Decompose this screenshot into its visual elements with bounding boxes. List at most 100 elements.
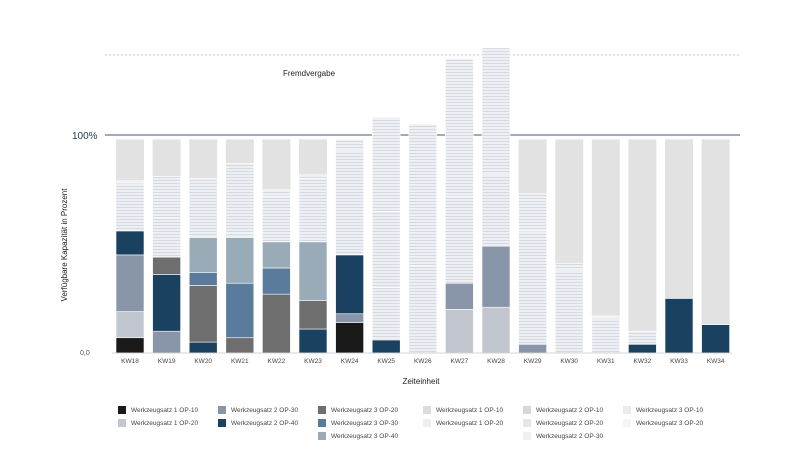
- x-tick-kw24: KW24: [341, 358, 359, 365]
- bar-segment-kw19-s8: [152, 217, 181, 258]
- x-tick-kw32: KW32: [634, 358, 652, 365]
- x-tick-kw23: KW23: [304, 358, 322, 365]
- legend-swatch: [318, 406, 326, 414]
- legend-swatch: [523, 419, 531, 427]
- bar-segment-kw27-s1: [445, 309, 474, 354]
- bar-segment-kw21-s7: [225, 232, 255, 238]
- x-tick-kw21: KW21: [231, 358, 249, 365]
- bar-segment-kw19-s4: [152, 256, 181, 275]
- bar-segment-kw20-s3: [188, 341, 218, 354]
- bar-segment-kw32-s8: [628, 330, 657, 345]
- legend-item: Werkzeugsatz 2 OP-30: [218, 406, 298, 414]
- legend-label: Werkzeugsatz 1 OP-20: [131, 419, 199, 427]
- bar-segment-kw18-s8: [115, 182, 145, 232]
- legend-item: Werkzeugsatz 2 OP-10: [523, 406, 603, 414]
- x-tick-kw27: KW27: [451, 358, 469, 365]
- bar-segment-kw24-s3: [335, 254, 364, 315]
- legend-label: Werkzeugsatz 2 OP-30: [536, 432, 604, 440]
- bar-fremdvergabe-kw28: [481, 47, 511, 175]
- legend-label: Werkzeugsatz 1 OP-10: [131, 406, 199, 414]
- legend: Werkzeugsatz 1 OP-10 Werkzeugsatz 1 OP-20…: [118, 406, 758, 446]
- bar-segment-kw22-s5: [262, 267, 291, 295]
- bar-segment-kw27-s8: [445, 195, 474, 284]
- bar-segment-kw25-s7: [371, 287, 401, 341]
- bar-segment-kw24-s0: [335, 322, 364, 354]
- legend-label: Werkzeugsatz 2 OP-10: [536, 406, 604, 414]
- bar-segment-kw24-s8: [335, 149, 364, 256]
- bar-fremdvergabe-kw30: [554, 263, 584, 271]
- legend-item: Werkzeugsatz 1 OP-10: [423, 406, 503, 414]
- bar-segment-kw27-s2: [445, 282, 474, 310]
- x-tick-labels: KW18 KW19 KW20 KW21 KW22 KW23 KW24 KW25 KW26 KW27…: [121, 358, 725, 365]
- legend-swatch: [423, 406, 431, 414]
- bar-segment-kw20-s5: [188, 272, 218, 286]
- bar-segment-kw31-s8: [591, 317, 621, 354]
- y-axis-title: Verfügbare Kapazität in Prozent: [60, 188, 69, 302]
- legend-item: Werkzeugsatz 3 OP-20: [623, 419, 703, 427]
- legend-label: Werkzeugsatz 3 OP-40: [331, 432, 399, 440]
- legend-swatch: [318, 432, 326, 440]
- bar-segment-kw23-s6: [298, 241, 328, 301]
- x-tick-kw31: KW31: [597, 358, 615, 365]
- bar-segment-kw18-s3: [115, 230, 145, 256]
- bar-fremdvergabe-kw25: [371, 117, 401, 212]
- legend-swatch: [318, 419, 326, 427]
- legend-label: Werkzeugsatz 1 OP-20: [436, 419, 504, 427]
- legend-swatch: [423, 419, 431, 427]
- bar-segment-kw28-s8: [481, 173, 511, 247]
- legend-swatch: [118, 406, 126, 414]
- fremdvergabe-annotation: Fremdvergabe: [283, 69, 336, 78]
- bar-segment-kw24-s2: [335, 313, 364, 323]
- legend-item: Werkzeugsatz 3 OP-40: [318, 432, 398, 440]
- legend-item: Werkzeugsatz 1 OP-20: [423, 419, 503, 427]
- legend-item: Werkzeugsatz 1 OP-10: [118, 406, 198, 414]
- legend-swatch: [623, 419, 631, 427]
- x-tick-kw34: KW34: [707, 358, 725, 365]
- bar-segment-kw32-s3: [628, 343, 657, 354]
- legend-item: Werkzeugsatz 3 OP-20: [318, 406, 398, 414]
- bar-segment-kw18-s0: [115, 337, 145, 354]
- bar-segment-kw22-s4: [262, 293, 291, 354]
- capacity-bg-kw32: [628, 139, 657, 353]
- x-tick-kw25: KW25: [377, 358, 395, 365]
- x-tick-kw20: KW20: [194, 358, 212, 365]
- bar-fremdvergabe-kw19: [152, 176, 181, 219]
- bar-fremdvergabe-kw31: [591, 315, 621, 319]
- legend-item: Werkzeugsatz 2 OP-30: [523, 432, 603, 440]
- bar-segment-kw34-s3: [701, 324, 730, 354]
- legend-item: Werkzeugsatz 3 OP-10: [623, 406, 703, 414]
- x-tick-kw29: KW29: [524, 358, 542, 365]
- bar-segment-kw20-s4: [188, 285, 218, 343]
- bar-fremdvergabe-kw23: [298, 173, 328, 179]
- bar-segment-kw19-s3: [152, 274, 181, 332]
- bar-fremdvergabe-kw24: [335, 139, 364, 151]
- bar-segment-kw20-s6: [188, 237, 218, 273]
- x-tick-kw19: KW19: [158, 358, 176, 365]
- bar-segment-kw26-s8: [408, 265, 438, 354]
- bar-segment-kw19-s2: [152, 330, 181, 354]
- bar-fremdvergabe-kw27: [445, 58, 474, 197]
- hundred-percent-label: 100%: [72, 131, 98, 142]
- legend-swatch: [623, 406, 631, 414]
- legend-label: Werkzeugsatz 2 OP-20: [536, 419, 604, 427]
- stacked-bars: [115, 47, 730, 354]
- bar-fremdvergabe-kw26: [408, 123, 438, 267]
- bar-segment-kw20-s8: [188, 178, 218, 238]
- legend-label: Werkzeugsatz 3 OP-10: [636, 406, 704, 414]
- bar-segment-kw21-s5: [225, 282, 255, 339]
- bar-segment-kw30-s8: [554, 269, 584, 354]
- legend-swatch: [118, 419, 126, 427]
- bar-fremdvergabe-kw29: [518, 193, 547, 232]
- bar-segment-kw18-s1: [115, 311, 145, 339]
- bar-segment-kw28-s2: [481, 245, 511, 308]
- bar-segment-kw25-s8: [371, 211, 401, 288]
- legend-label: Werkzeugsatz 1 OP-10: [436, 406, 504, 414]
- legend-swatch: [523, 432, 531, 440]
- legend-swatch: [218, 419, 226, 427]
- legend-label: Werkzeugsatz 2 OP-40: [231, 419, 299, 427]
- bar-segment-kw23-s3: [298, 328, 328, 354]
- bar-fremdvergabe-kw22: [262, 189, 291, 197]
- legend-label: Werkzeugsatz 2 OP-30: [231, 406, 299, 414]
- bar-segment-kw29-s2: [518, 343, 547, 354]
